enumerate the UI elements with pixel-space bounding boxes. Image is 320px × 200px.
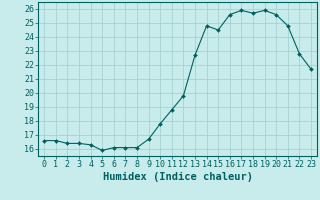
X-axis label: Humidex (Indice chaleur): Humidex (Indice chaleur) [103, 172, 252, 182]
